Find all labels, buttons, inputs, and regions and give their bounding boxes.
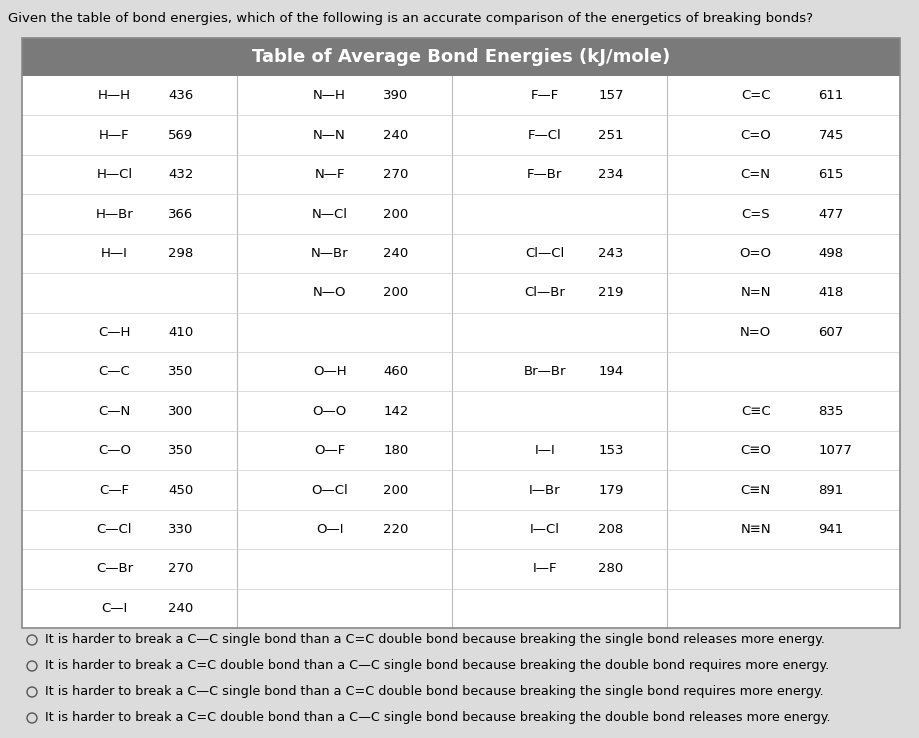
Text: 280: 280 bbox=[598, 562, 624, 576]
Text: 270: 270 bbox=[383, 168, 409, 181]
Text: 240: 240 bbox=[383, 247, 409, 260]
Text: C≡N: C≡N bbox=[741, 483, 771, 497]
Text: C—O: C—O bbox=[98, 444, 131, 457]
Text: 142: 142 bbox=[383, 404, 409, 418]
Text: I—Cl: I—Cl bbox=[529, 523, 560, 536]
Text: 200: 200 bbox=[383, 207, 409, 221]
Text: 835: 835 bbox=[819, 404, 844, 418]
Text: C=O: C=O bbox=[741, 128, 771, 142]
Text: 180: 180 bbox=[383, 444, 409, 457]
Text: 240: 240 bbox=[383, 128, 409, 142]
Text: C≡O: C≡O bbox=[741, 444, 771, 457]
Text: It is harder to break a C=C double bond than a C—C single bond because breaking : It is harder to break a C=C double bond … bbox=[45, 660, 829, 672]
Text: 208: 208 bbox=[598, 523, 624, 536]
Text: 350: 350 bbox=[168, 365, 194, 378]
Bar bbox=[22, 38, 900, 76]
Text: 436: 436 bbox=[168, 89, 194, 103]
Text: N≡N: N≡N bbox=[741, 523, 771, 536]
Text: 477: 477 bbox=[819, 207, 844, 221]
Text: 745: 745 bbox=[819, 128, 844, 142]
Text: F—F: F—F bbox=[530, 89, 559, 103]
Text: Table of Average Bond Energies (kJ/mole): Table of Average Bond Energies (kJ/mole) bbox=[252, 48, 670, 66]
Text: 243: 243 bbox=[598, 247, 624, 260]
Text: 432: 432 bbox=[168, 168, 194, 181]
Text: F—Br: F—Br bbox=[527, 168, 562, 181]
Text: C—H: C—H bbox=[98, 325, 130, 339]
Text: 251: 251 bbox=[598, 128, 624, 142]
Text: Cl—Br: Cl—Br bbox=[524, 286, 565, 300]
Text: C—Br: C—Br bbox=[96, 562, 133, 576]
Text: C—F: C—F bbox=[99, 483, 130, 497]
Text: 569: 569 bbox=[168, 128, 194, 142]
Text: H—H: H—H bbox=[98, 89, 131, 103]
Text: 157: 157 bbox=[598, 89, 624, 103]
Text: 300: 300 bbox=[168, 404, 194, 418]
Text: 410: 410 bbox=[168, 325, 194, 339]
Text: 240: 240 bbox=[168, 601, 194, 615]
Text: H—F: H—F bbox=[99, 128, 130, 142]
Text: 450: 450 bbox=[168, 483, 194, 497]
Text: Given the table of bond energies, which of the following is an accurate comparis: Given the table of bond energies, which … bbox=[8, 12, 813, 25]
Text: 418: 418 bbox=[819, 286, 844, 300]
Text: 607: 607 bbox=[819, 325, 844, 339]
Text: C≡C: C≡C bbox=[741, 404, 770, 418]
Text: N—F: N—F bbox=[314, 168, 345, 181]
Text: C—N: C—N bbox=[98, 404, 130, 418]
Text: N—N: N—N bbox=[313, 128, 346, 142]
Text: 200: 200 bbox=[383, 483, 409, 497]
Text: 350: 350 bbox=[168, 444, 194, 457]
Text: 270: 270 bbox=[168, 562, 194, 576]
Text: 234: 234 bbox=[598, 168, 624, 181]
Text: C—Cl: C—Cl bbox=[96, 523, 132, 536]
Text: C—I: C—I bbox=[101, 601, 128, 615]
Text: C—C: C—C bbox=[98, 365, 130, 378]
Text: N=O: N=O bbox=[740, 325, 771, 339]
Text: O=O: O=O bbox=[740, 247, 772, 260]
Text: C=N: C=N bbox=[741, 168, 771, 181]
Text: 200: 200 bbox=[383, 286, 409, 300]
Bar bbox=[22, 38, 900, 628]
Text: 611: 611 bbox=[819, 89, 844, 103]
Text: C=S: C=S bbox=[742, 207, 770, 221]
Text: O—I: O—I bbox=[316, 523, 344, 536]
Text: 220: 220 bbox=[383, 523, 409, 536]
Text: I—I: I—I bbox=[534, 444, 555, 457]
Text: 366: 366 bbox=[168, 207, 194, 221]
Text: It is harder to break a C=C double bond than a C—C single bond because breaking : It is harder to break a C=C double bond … bbox=[45, 711, 831, 725]
Text: 460: 460 bbox=[383, 365, 409, 378]
Text: O—O: O—O bbox=[312, 404, 346, 418]
Text: N—Cl: N—Cl bbox=[312, 207, 347, 221]
Text: 941: 941 bbox=[819, 523, 844, 536]
Text: N—H: N—H bbox=[313, 89, 346, 103]
Bar bbox=[22, 76, 900, 628]
Text: O—H: O—H bbox=[312, 365, 346, 378]
Text: O—F: O—F bbox=[314, 444, 346, 457]
Text: It is harder to break a C—C single bond than a C=C double bond because breaking : It is harder to break a C—C single bond … bbox=[45, 633, 825, 646]
Text: H—Cl: H—Cl bbox=[96, 168, 132, 181]
Text: N=N: N=N bbox=[741, 286, 771, 300]
Text: 194: 194 bbox=[598, 365, 624, 378]
Text: Cl—Cl: Cl—Cl bbox=[525, 247, 564, 260]
Text: 390: 390 bbox=[383, 89, 409, 103]
Text: 615: 615 bbox=[819, 168, 844, 181]
Text: 219: 219 bbox=[598, 286, 624, 300]
Text: 298: 298 bbox=[168, 247, 194, 260]
Text: It is harder to break a C—C single bond than a C=C double bond because breaking : It is harder to break a C—C single bond … bbox=[45, 686, 823, 698]
Text: 330: 330 bbox=[168, 523, 194, 536]
Text: 153: 153 bbox=[598, 444, 624, 457]
Text: N—Br: N—Br bbox=[311, 247, 348, 260]
Text: Br—Br: Br—Br bbox=[524, 365, 566, 378]
Text: 498: 498 bbox=[819, 247, 844, 260]
Text: O—Cl: O—Cl bbox=[312, 483, 348, 497]
Text: 179: 179 bbox=[598, 483, 624, 497]
Text: I—F: I—F bbox=[532, 562, 557, 576]
Text: F—Cl: F—Cl bbox=[528, 128, 562, 142]
Text: N—O: N—O bbox=[312, 286, 346, 300]
Text: H—I: H—I bbox=[101, 247, 128, 260]
Text: C=C: C=C bbox=[741, 89, 770, 103]
Text: I—Br: I—Br bbox=[529, 483, 561, 497]
Text: 1077: 1077 bbox=[819, 444, 853, 457]
Text: 891: 891 bbox=[819, 483, 844, 497]
Text: H—Br: H—Br bbox=[96, 207, 133, 221]
